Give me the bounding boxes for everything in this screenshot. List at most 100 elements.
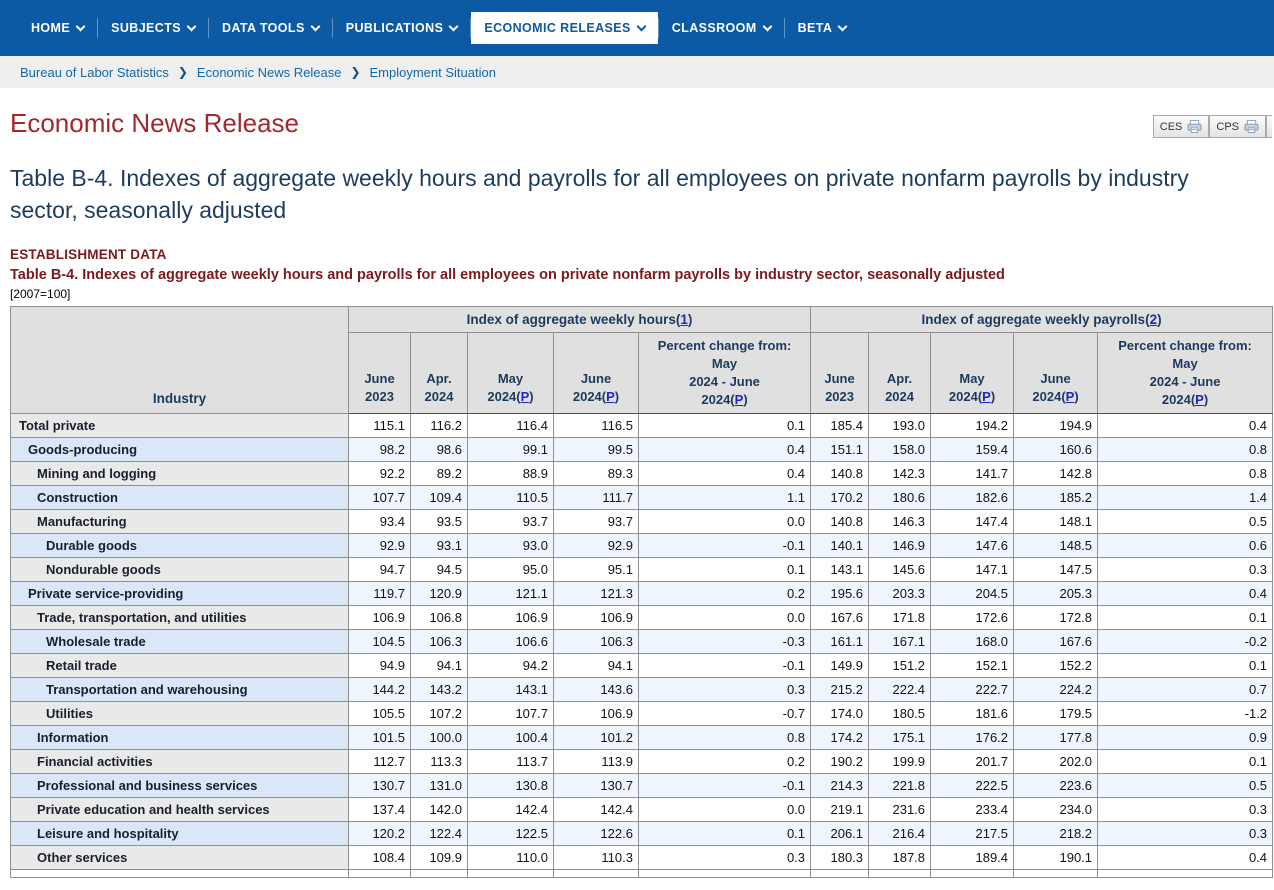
payrolls-value-cell: 176.2: [930, 725, 1015, 750]
table-row: Wholesale trade 104.5 106.3 106.6 106.3 -0.3 1…: [10, 629, 1274, 654]
chevron-down-icon: [762, 21, 773, 31]
payrolls-column-header: May 2024(P): [930, 332, 1015, 414]
breadcrumb: Bureau of Labor Statistics ❯ Economic Ne…: [0, 56, 1274, 88]
payrolls-value-cell: 0.5: [1097, 773, 1274, 798]
nav-item-beta[interactable]: BETA: [785, 12, 860, 44]
payrolls-value-cell: 194.2: [930, 413, 1015, 438]
payrolls-value-cell: 171.8: [868, 605, 932, 630]
base-period-note: [2007=100]: [10, 287, 71, 301]
nav-item-classroom[interactable]: CLASSROOM: [659, 12, 784, 44]
payrolls-value-cell: 223.6: [1013, 773, 1099, 798]
preliminary-footnote-link[interactable]: P: [520, 389, 530, 404]
payrolls-value-cell: 222.4: [868, 677, 932, 702]
nav-item-label: PUBLICATIONS: [345, 21, 444, 35]
hours-value-cell: 107.2: [410, 701, 468, 726]
nav-divider: [470, 18, 472, 38]
footnote-2-link[interactable]: 2: [1149, 312, 1158, 327]
industry-cell: Professional and business services: [10, 773, 349, 798]
payrolls-value-cell: 152.2: [1013, 653, 1099, 678]
nav-item-home[interactable]: HOME: [18, 12, 97, 44]
chevron-right-icon: ❯: [177, 65, 188, 79]
hours-value-cell: 130.8: [467, 773, 554, 798]
table-row: Leisure and hospitality 120.2 122.4 122.5 12…: [10, 821, 1274, 846]
hours-column-header: June 2023: [348, 332, 411, 414]
hours-value-cell: 99.5: [553, 437, 639, 462]
preliminary-footnote-link[interactable]: P: [1065, 389, 1075, 404]
hours-value-cell: 121.1: [467, 581, 554, 606]
footnote-1-link[interactable]: 1: [680, 312, 688, 327]
payrolls-value-cell: 147.5: [1013, 557, 1099, 582]
industry-cell: Private education and health services: [10, 797, 349, 822]
cps-button[interactable]: CPS: [1209, 115, 1266, 138]
hours-value-cell: 131.0: [410, 773, 468, 798]
hours-value-cell: 110.0: [467, 845, 554, 870]
payrolls-value-cell: 0.7: [1097, 677, 1274, 702]
payrolls-value-cell: 185.2: [1013, 485, 1099, 510]
partial-button[interactable]: [1266, 115, 1272, 138]
breadcrumb-link-employment-situation[interactable]: Employment Situation: [369, 64, 496, 80]
hours-value-cell: 89.2: [410, 461, 468, 486]
industry-cell: Durable goods: [10, 533, 349, 558]
payrolls-value-cell: 148.1: [1013, 509, 1099, 534]
payrolls-column-header: June 2023: [810, 332, 870, 414]
payrolls-value-cell: 190.1: [1013, 845, 1099, 870]
hours-value-cell: 94.1: [553, 653, 639, 678]
hours-value-cell: 143.1: [467, 677, 554, 702]
nav-item-label: HOME: [31, 21, 71, 35]
hours-value-cell: 106.9: [348, 605, 411, 630]
nav-item-subjects[interactable]: SUBJECTS: [98, 12, 208, 44]
payrolls-value-cell: 218.2: [1013, 821, 1099, 846]
print-icon: [1244, 120, 1259, 133]
payrolls-value-cell: 222.5: [930, 773, 1015, 798]
hours-value-cell: 107.7: [467, 701, 554, 726]
payrolls-value-cell: 170.2: [810, 485, 870, 510]
preliminary-footnote-link[interactable]: P: [1195, 392, 1204, 407]
hours-value-cell: 101.5: [348, 725, 411, 750]
hours-group-header: Index of aggregate weekly hours(1): [347, 306, 812, 333]
payrolls-value-cell: 0.3: [1097, 557, 1274, 582]
hours-value-cell: 94.5: [410, 557, 468, 582]
hours-value-cell: 109.4: [410, 485, 468, 510]
hours-value-cell: 98.2: [348, 437, 411, 462]
ces-button[interactable]: CES: [1152, 115, 1210, 138]
print-icon: [1187, 120, 1202, 133]
hours-value-cell: 121.3: [553, 581, 639, 606]
hours-value-cell: 95.0: [467, 557, 554, 582]
table-row: Professional and business services 130.7 1…: [10, 773, 1274, 798]
ces-button-label: CES: [1159, 120, 1183, 133]
breadcrumb-link-bureau[interactable]: Bureau of Labor Statistics: [20, 64, 169, 80]
breadcrumb-link-news-release[interactable]: Economic News Release: [196, 64, 342, 80]
hours-value-cell: 93.0: [467, 533, 554, 558]
preliminary-footnote-link[interactable]: P: [982, 389, 991, 404]
hours-value-cell: 95.1: [553, 557, 639, 582]
payrolls-value-cell: 174.0: [810, 701, 870, 726]
nav-item-publications[interactable]: PUBLICATIONS: [333, 12, 471, 44]
table-row: Mining and logging 92.2 89.2 88.9 89.3 0.4 140…: [10, 461, 1274, 486]
payrolls-value-cell: 142.3: [868, 461, 932, 486]
preliminary-footnote-link[interactable]: P: [606, 389, 615, 404]
nav-item-data-tools[interactable]: DATA TOOLS: [209, 12, 332, 44]
nav-item-label: ECONOMIC RELEASES: [484, 21, 631, 35]
hours-value-cell: 0.1: [637, 413, 812, 438]
hours-value-cell: -0.1: [637, 773, 812, 798]
payrolls-value-cell: 202.0: [1013, 749, 1099, 774]
nav-item-economic-releases[interactable]: ECONOMIC RELEASES: [471, 12, 658, 44]
table-row: Manufacturing 93.4 93.5 93.7 93.7 0.0 140.8 146…: [10, 509, 1274, 534]
hours-value-cell: 143.2: [410, 677, 468, 702]
group-header-row: Industry Index of aggregate weekly hours…: [10, 306, 1274, 414]
payrolls-value-cell: 0.3: [1097, 821, 1274, 846]
hours-value-cell: 105.5: [348, 701, 411, 726]
hours-value-cell: 106.3: [410, 629, 468, 654]
nav-divider: [97, 18, 99, 38]
payrolls-column-header: June 2024(P): [1013, 332, 1099, 414]
chevron-down-icon: [636, 21, 647, 31]
table-row: Durable goods 92.9 93.1 93.0 92.9 -0.1 140.1 14…: [10, 533, 1274, 558]
payrolls-value-cell: 0.6: [1097, 533, 1274, 558]
hours-value-cell: 94.9: [348, 653, 411, 678]
payrolls-value-cell: 181.6: [930, 701, 1015, 726]
preliminary-footnote-link[interactable]: P: [734, 392, 744, 407]
hours-value-cell: 93.4: [348, 509, 411, 534]
hours-value-cell: 120.2: [348, 821, 411, 846]
hours-value-cell: 100.4: [467, 725, 554, 750]
payrolls-value-cell: 177.8: [1013, 725, 1099, 750]
